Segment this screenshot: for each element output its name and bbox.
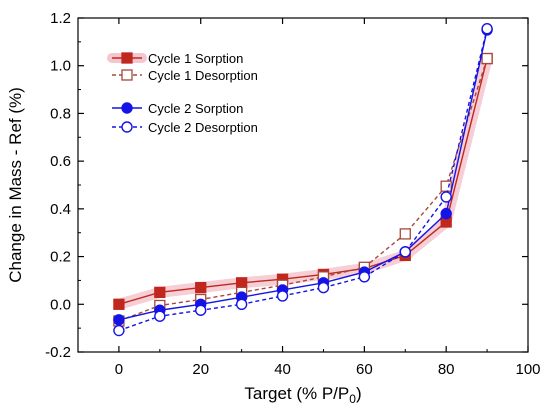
legend-label: Cycle 2 Desorption [148, 120, 258, 135]
data-point [317, 281, 330, 294]
data-point [440, 191, 452, 203]
cycle-1-sorption-band [113, 53, 493, 310]
data-point [235, 277, 248, 289]
legend-entry: Cycle 2 Sorption [112, 101, 243, 116]
data-point [195, 281, 207, 294]
y-tick-label: 0.8 [50, 105, 71, 122]
legend-entry: Cycle 1 Desorption [112, 68, 258, 83]
data-point [121, 52, 133, 64]
y-tick-label: 1.2 [50, 10, 71, 27]
data-point [276, 290, 289, 302]
legend-label: Cycle 2 Sorption [148, 101, 243, 116]
data-point [195, 304, 207, 316]
data-point [113, 298, 125, 310]
data-point [121, 121, 133, 133]
x-tick-label: 0 [115, 361, 123, 378]
data-point [154, 286, 166, 299]
x-axis-title-subscript: 0 [349, 392, 356, 406]
legend-label: Cycle 1 Sorption [148, 51, 243, 66]
axis-layer: 0 20 40 60 80 100 -0.2 0.0 0.2 0.4 0.6 0.8 1.0 1.2 [45, 10, 540, 378]
legend-entry: Cycle 2 Desorption [112, 120, 258, 135]
data-point [399, 246, 411, 258]
series-line [118, 58, 488, 322]
x-axis-title-close: ) [356, 384, 362, 403]
y-axis-title: Change in Mass - Ref (%) [6, 87, 25, 283]
data-point [440, 207, 452, 220]
data-point [440, 180, 452, 192]
y-tick-label: 0.0 [50, 296, 71, 313]
series-line [118, 29, 488, 321]
series-line [118, 58, 488, 305]
legend-entry: Cycle 1 Sorption [107, 51, 243, 66]
x-tick-label: 60 [356, 361, 373, 378]
y-tick-label: 0.4 [50, 201, 71, 218]
data-point [113, 324, 125, 337]
x-tick-label: 40 [274, 361, 291, 378]
data-point [235, 298, 248, 310]
data-point [399, 228, 411, 240]
x-tick-label: 20 [192, 361, 209, 378]
data-point [358, 271, 371, 283]
data-point [154, 310, 166, 322]
legend: Cycle 1 Sorption Cycle 1 Desorption Cycle … [107, 51, 258, 135]
series-cycle-1-sorption [113, 52, 493, 310]
data-point [481, 23, 493, 35]
data-point [121, 69, 133, 81]
data-point [121, 102, 133, 114]
sorption-highlight-band [113, 53, 493, 310]
x-tick-label: 100 [515, 361, 540, 378]
data-point [113, 314, 125, 326]
series-line [118, 28, 488, 332]
data-point [481, 52, 493, 65]
x-axis-title: Target (% P/P0) [244, 384, 361, 406]
series-cycle-1-desorption [113, 52, 493, 327]
x-tick-label: 80 [438, 361, 455, 378]
series-layer [113, 23, 493, 337]
y-tick-label: 0.2 [50, 249, 71, 266]
y-tick-label: 0.6 [50, 153, 71, 170]
y-tick-label: -0.2 [45, 344, 71, 361]
x-axis-title-main: Target (% P/P [244, 384, 349, 403]
series-cycle-2-desorption [113, 23, 493, 337]
y-tick-label: 1.0 [50, 58, 71, 75]
legend-label: Cycle 1 Desorption [148, 68, 258, 83]
